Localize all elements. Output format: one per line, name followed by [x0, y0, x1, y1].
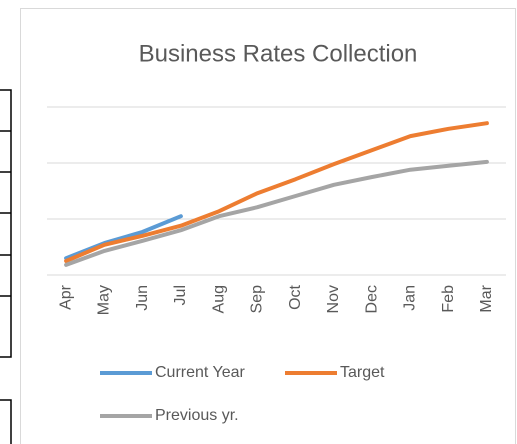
- series-line: [64, 159, 489, 267]
- side-table: [0, 89, 12, 358]
- x-tick-label: Jan: [402, 285, 419, 311]
- legend-label: Target: [340, 364, 385, 381]
- side-boxes: [0, 89, 12, 444]
- x-tick-label: Oct: [287, 284, 304, 309]
- legend-label: Previous yr.: [155, 407, 239, 424]
- x-tick-label: Apr: [57, 284, 74, 310]
- legend-label: Current Year: [155, 364, 246, 381]
- x-tick-label: Nov: [325, 285, 342, 313]
- series-line: [64, 214, 183, 261]
- x-tick-label: Jul: [172, 285, 189, 305]
- x-tick-label: Jun: [134, 285, 151, 311]
- series-line: [64, 121, 489, 263]
- chart-frame: [20, 8, 516, 444]
- x-tick-label: Aug: [210, 285, 227, 313]
- x-tick-label: Feb: [440, 285, 457, 313]
- chart-title: Business Rates Collection: [139, 40, 418, 67]
- x-tick-label: Sep: [249, 285, 266, 314]
- side-box: [0, 399, 12, 444]
- x-tick-label: Mar: [478, 284, 495, 312]
- x-tick-label: Dec: [363, 285, 380, 313]
- x-tick-label: May: [96, 285, 113, 315]
